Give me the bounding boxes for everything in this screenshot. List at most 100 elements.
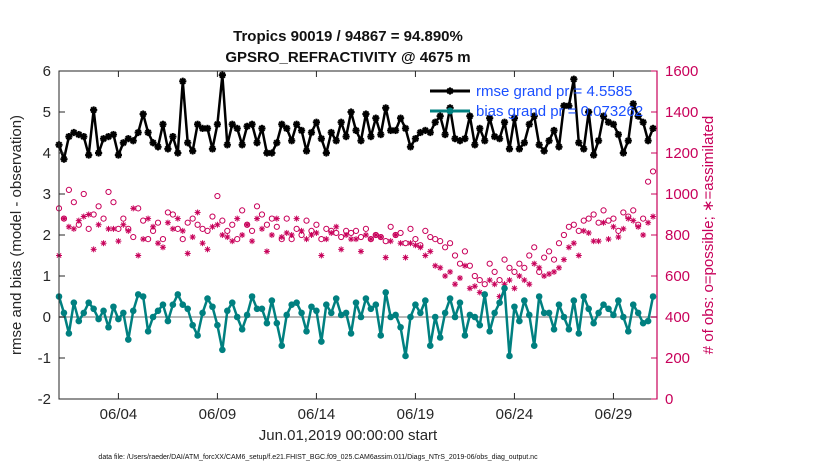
obs-possible-point: [253, 203, 261, 210]
rmse-point: [594, 137, 603, 145]
bias-point: [337, 311, 345, 319]
bias-point: [179, 301, 187, 309]
bias-point: [644, 317, 652, 325]
y-tick-label: 5: [43, 104, 51, 121]
bias-point: [144, 328, 152, 335]
rmse-point: [322, 149, 330, 157]
obs-assimilated-point: [70, 225, 77, 232]
rmse-point: [406, 143, 415, 151]
rmse-point: [95, 149, 103, 157]
obs-assimilated-point: [234, 215, 241, 222]
obs-assimilated-point: [130, 205, 137, 212]
obs-assimilated-point: [640, 232, 647, 238]
bias-point: [555, 301, 563, 309]
obs-possible-point: [481, 281, 488, 288]
obs-assimilated-point: [506, 277, 513, 284]
bias-point: [367, 305, 375, 313]
rmse-point: [372, 114, 380, 122]
bias-point: [501, 285, 508, 292]
bias-point: [238, 326, 246, 333]
obs-possible-point: [545, 248, 553, 255]
rmse-point: [347, 108, 355, 116]
bias-point: [550, 326, 558, 333]
bias-point: [605, 305, 612, 313]
bias-point: [422, 297, 429, 304]
rmse-point: [461, 135, 469, 143]
y-right-tick-label: 0: [665, 391, 673, 408]
legend-bias-label: bias grand pr = 0.073262: [476, 103, 643, 120]
rmse-point: [179, 77, 187, 85]
obs-assimilated-point: [570, 240, 577, 247]
obs-assimilated-point: [60, 215, 67, 222]
obs-assimilated-point: [605, 236, 612, 243]
obs-assimilated-point: [249, 238, 256, 245]
obs-possible-point: [120, 215, 127, 222]
rmse-point: [332, 137, 340, 145]
bias-point: [268, 297, 276, 304]
obs-assimilated-point: [595, 238, 602, 245]
bias-point: [436, 334, 444, 341]
rmse-point: [535, 141, 543, 149]
obs-assimilated-point: [100, 240, 107, 247]
rmse-point: [114, 151, 123, 159]
obs-possible-point: [164, 209, 172, 216]
rmse-point: [486, 114, 494, 122]
rmse-point: [411, 135, 420, 143]
obs-possible-point: [649, 168, 657, 175]
rmse-point: [317, 135, 325, 143]
x-tick-label: 06/14: [298, 406, 336, 423]
obs-assimilated-point: [367, 236, 374, 243]
bias-point: [610, 311, 617, 319]
obs-assimilated-point: [338, 246, 345, 253]
obs-possible-point: [506, 264, 513, 271]
obs-possible-point: [644, 178, 652, 185]
obs-possible-point: [204, 227, 211, 234]
rmse-point: [139, 110, 147, 118]
obs-assimilated-point: [630, 217, 637, 224]
rmse-point: [263, 149, 271, 157]
obs-possible-point: [565, 223, 572, 230]
rmse-point: [169, 133, 177, 141]
obs-assimilated-point: [239, 232, 246, 238]
obs-possible-point: [95, 203, 102, 210]
obs-assimilated-point: [224, 234, 231, 241]
obs-assimilated-point: [392, 232, 399, 238]
data-file-footnote: data file: /Users/raeder/DAI/ATM_forcXX/…: [98, 454, 538, 461]
rmse-point: [119, 139, 127, 147]
bias-point: [377, 332, 385, 339]
bias-point: [476, 321, 484, 329]
obs-assimilated-point: [466, 285, 473, 292]
bias-point: [174, 291, 182, 298]
rmse-point: [614, 130, 622, 139]
rmse-point: [441, 130, 449, 139]
rmse-point: [629, 100, 637, 108]
bias-point: [620, 313, 627, 321]
rmse-point: [555, 143, 563, 151]
y-tick-label: 1: [43, 268, 51, 285]
obs-possible-point: [516, 260, 523, 267]
obs-possible-point: [338, 233, 345, 241]
obs-assimilated-point: [244, 221, 251, 228]
bias-point: [431, 313, 439, 321]
obs-assimilated-point: [179, 227, 186, 234]
rmse-point: [401, 124, 410, 132]
legend-rmse-marker: [446, 87, 454, 95]
rmse-point: [382, 104, 390, 112]
obs-assimilated-point: [531, 260, 538, 267]
obs-assimilated-point: [174, 215, 181, 222]
rmse-point: [144, 128, 152, 137]
bias-point: [624, 328, 632, 335]
bias-point: [70, 299, 78, 306]
y-tick-label: 4: [43, 145, 51, 162]
y-right-tick-label: 800: [665, 227, 690, 244]
obs-assimilated-point: [313, 229, 320, 236]
obs-assimilated-point: [486, 277, 493, 284]
obs-assimilated-point: [254, 215, 261, 222]
bias-point: [303, 328, 310, 335]
bias-point: [75, 317, 83, 325]
bias-point: [362, 295, 370, 302]
rmse-point: [238, 141, 246, 149]
obs-possible-point: [615, 227, 622, 234]
obs-possible-point: [352, 227, 360, 234]
